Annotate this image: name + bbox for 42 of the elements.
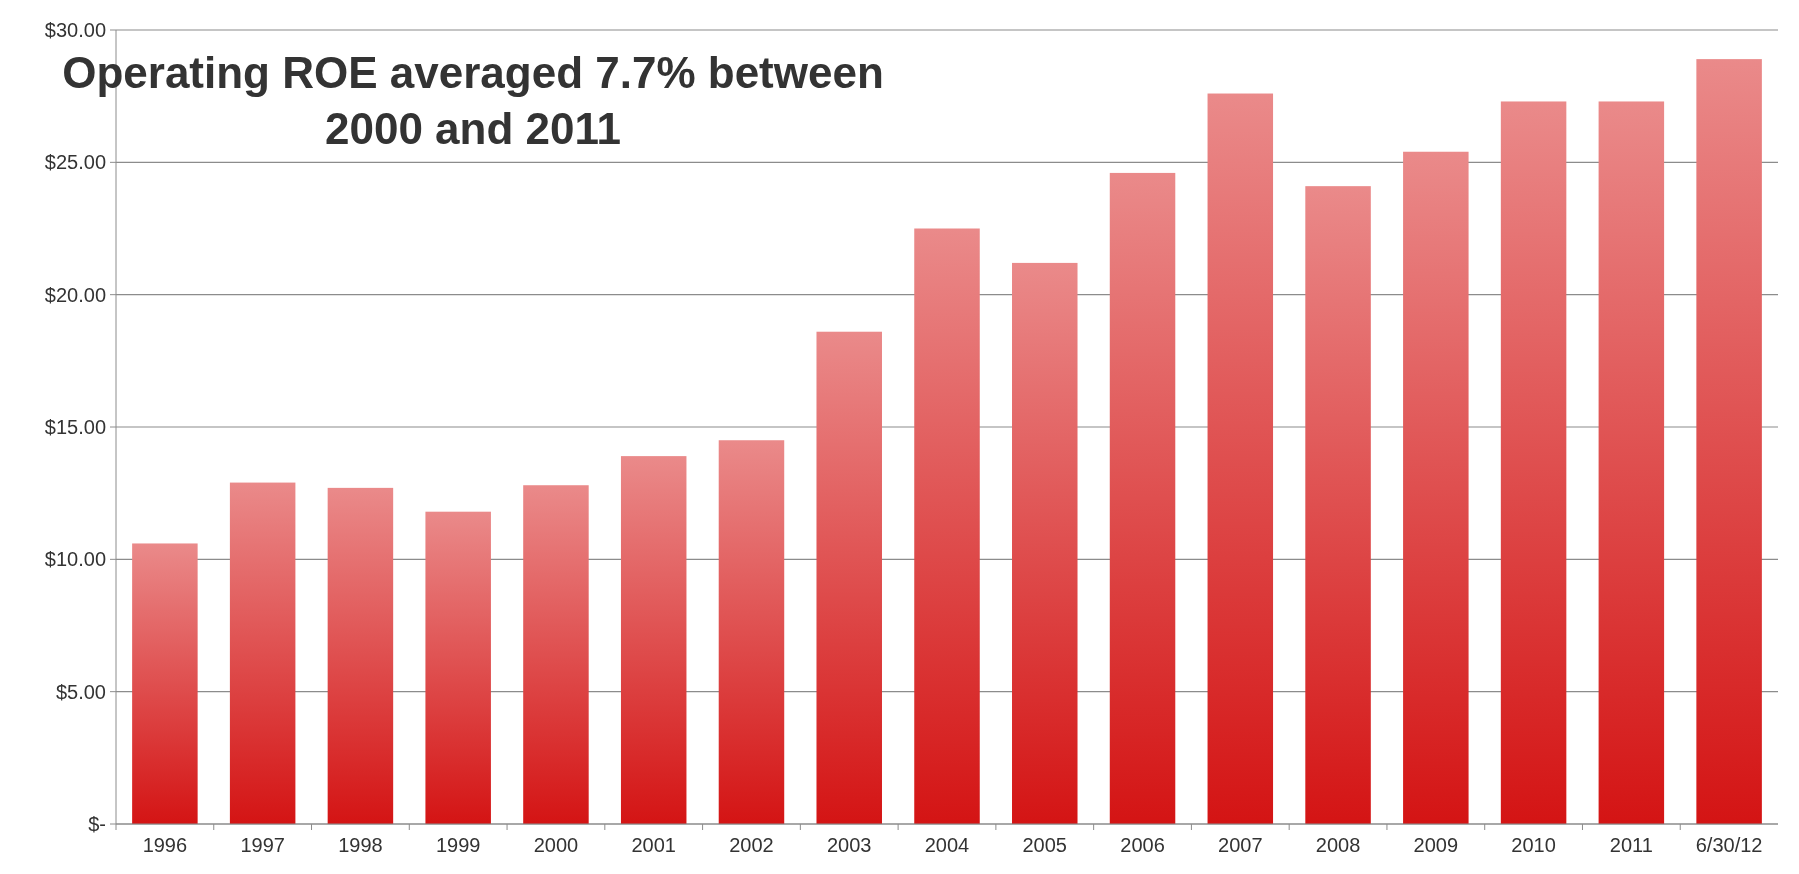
x-tick-label: 2010 bbox=[1511, 834, 1556, 856]
bar bbox=[620, 456, 687, 824]
x-tick-label: 1998 bbox=[338, 834, 383, 856]
y-tick-label: $30.00 bbox=[44, 19, 106, 41]
x-tick-label: 2002 bbox=[729, 834, 774, 856]
bar bbox=[1012, 262, 1078, 824]
bar bbox=[425, 511, 491, 824]
x-tick-label: 2009 bbox=[1413, 834, 1459, 856]
bar bbox=[914, 228, 980, 824]
y-tick-label: $10.00 bbox=[44, 548, 106, 571]
y-tick-label: $- bbox=[88, 813, 106, 835]
bar bbox=[1500, 101, 1567, 824]
bar bbox=[132, 543, 198, 824]
x-tick-label: 1997 bbox=[240, 834, 285, 856]
bar bbox=[1403, 151, 1469, 824]
y-tick-label: $5.00 bbox=[55, 680, 106, 703]
x-tick-label: 1999 bbox=[435, 834, 481, 856]
x-tick-label: 2001 bbox=[631, 834, 676, 856]
y-tick-label: $25.00 bbox=[44, 151, 106, 174]
bar bbox=[1598, 101, 1665, 824]
bar bbox=[1207, 93, 1274, 824]
x-tick-label: 2003 bbox=[826, 834, 872, 856]
y-tick-label: $15.00 bbox=[44, 416, 106, 438]
x-tick-label: 2000 bbox=[533, 834, 579, 856]
bar bbox=[1109, 172, 1176, 824]
x-tick-label: 2011 bbox=[1609, 834, 1653, 856]
x-tick-label: 2007 bbox=[1218, 834, 1263, 856]
x-tick-label: 2004 bbox=[924, 834, 970, 856]
bar bbox=[816, 331, 882, 824]
x-tick-label: 2006 bbox=[1120, 834, 1165, 856]
bar bbox=[1305, 186, 1371, 824]
x-tick-label: 6/30/12 bbox=[1695, 834, 1763, 856]
y-tick-label: $20.00 bbox=[44, 283, 106, 306]
bar bbox=[327, 487, 394, 824]
x-tick-label: 1996 bbox=[142, 834, 188, 856]
bar bbox=[1696, 59, 1762, 824]
bar bbox=[718, 440, 785, 824]
x-tick-label: 2008 bbox=[1315, 834, 1361, 856]
text: Operating ROE averaged 7.7% between 2000 and 2011 bbox=[62, 48, 884, 153]
bar bbox=[523, 485, 589, 824]
bar bbox=[229, 482, 296, 824]
x-tick-label: 2005 bbox=[1022, 834, 1068, 856]
